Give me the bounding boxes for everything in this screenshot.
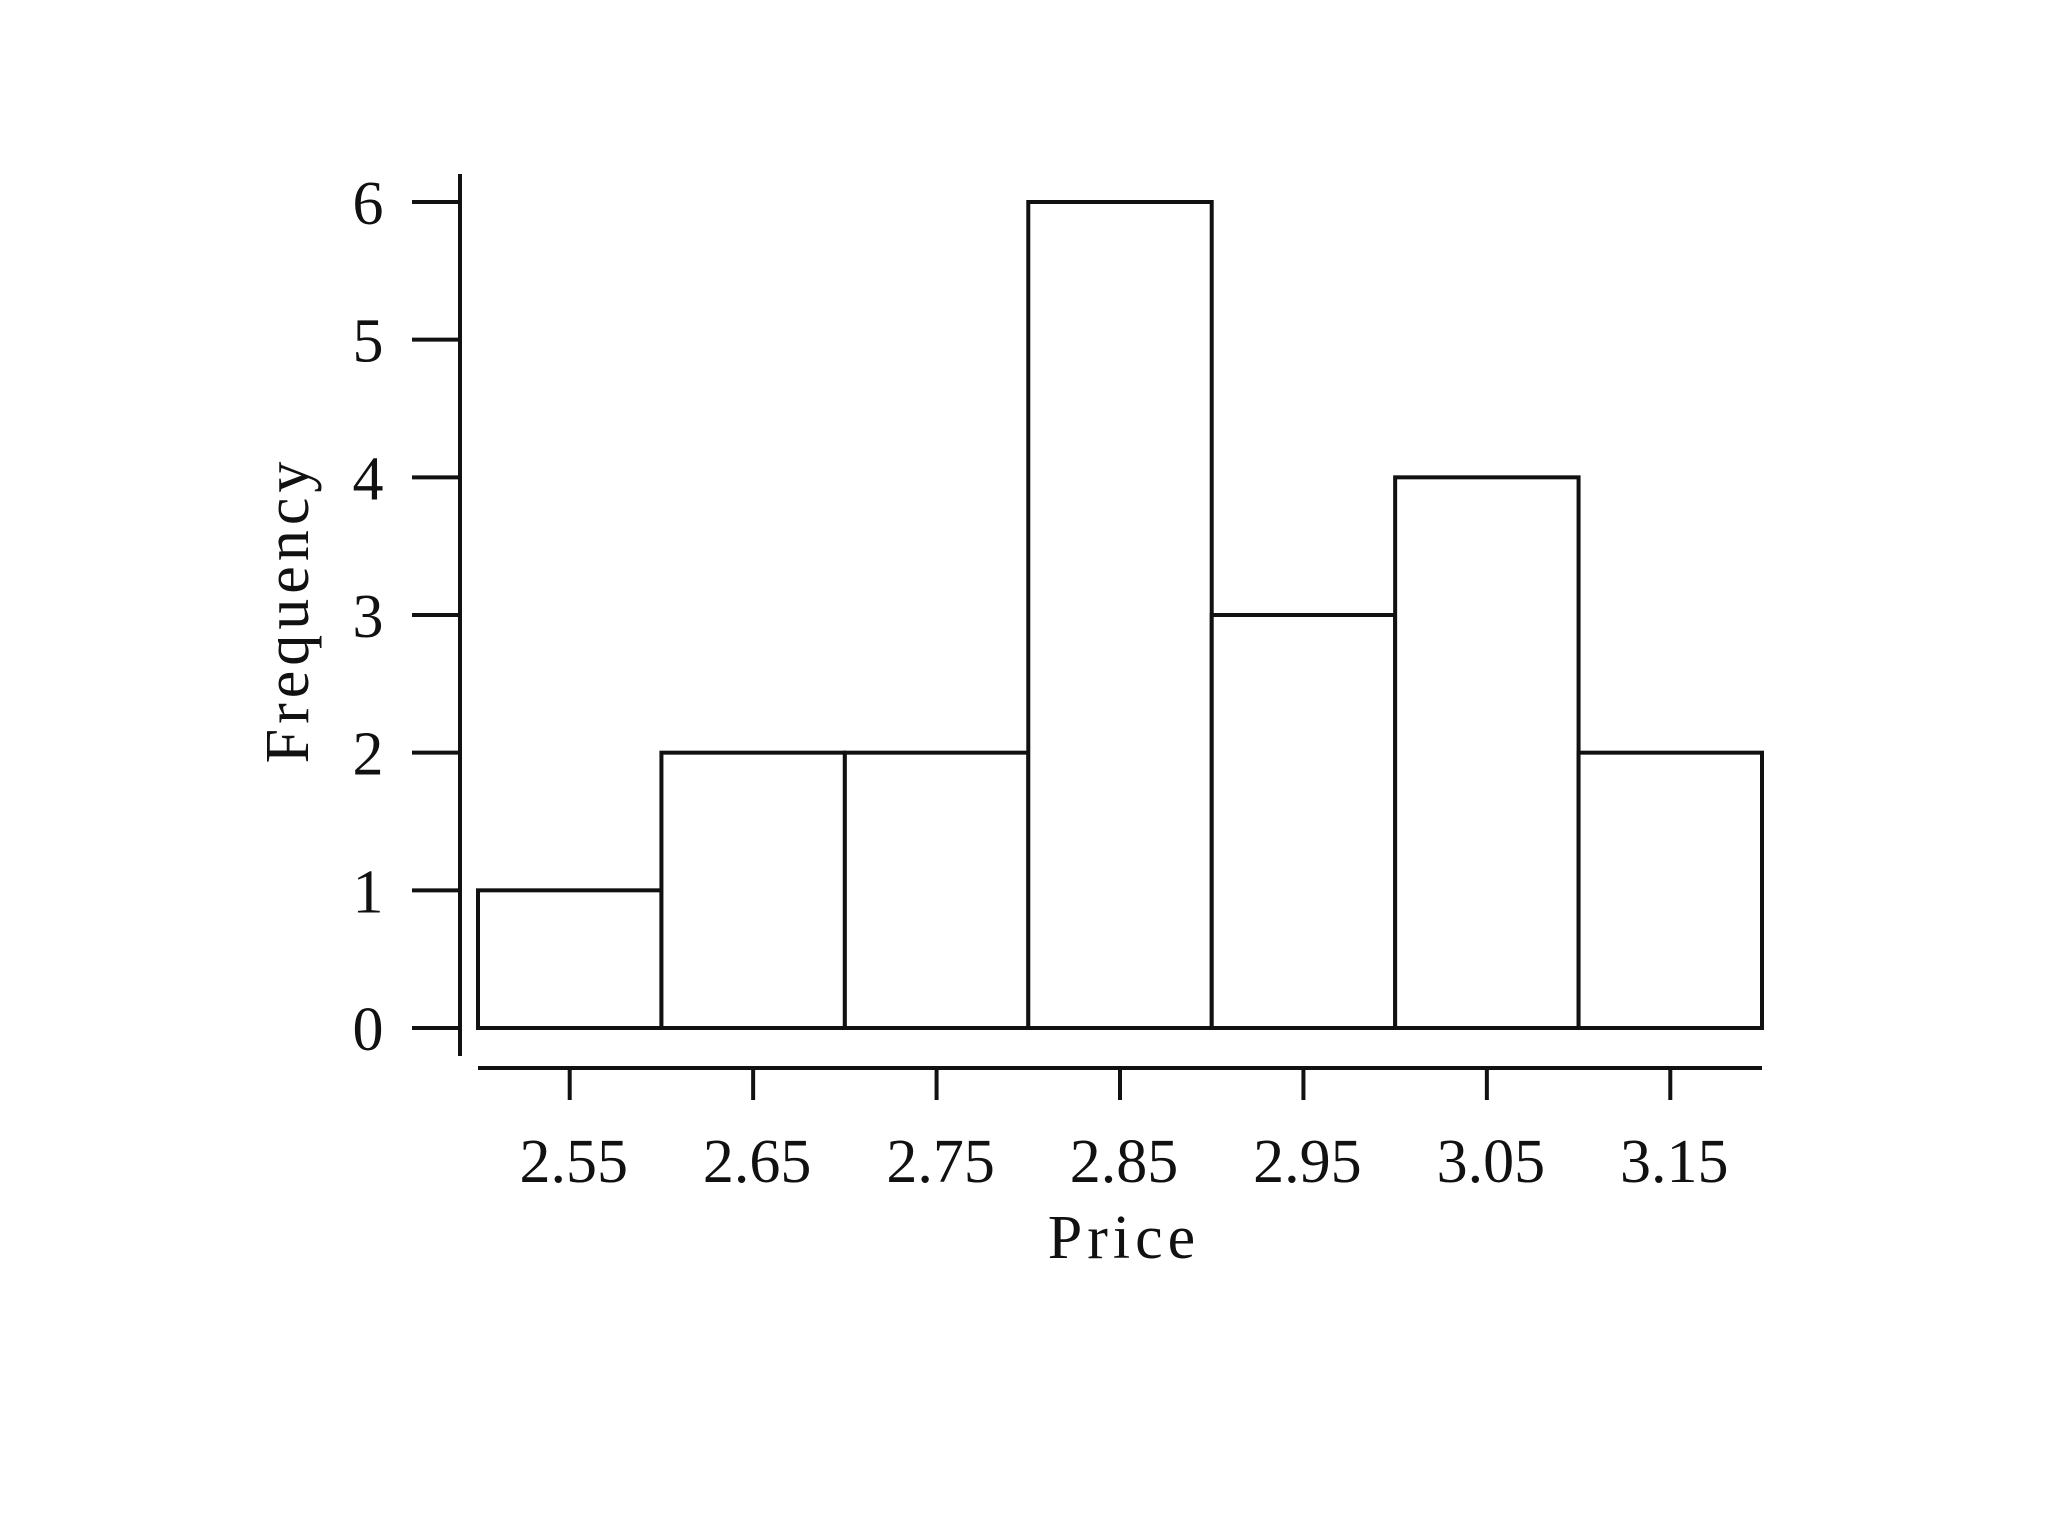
histogram-bar [1576,750,1764,1031]
ticks-layer [412,200,1673,1100]
histogram-bar [1393,475,1581,1031]
y-tick-label: 4 [353,445,384,513]
y-tick-label: 0 [353,996,384,1064]
y-tick-label: 3 [353,583,384,651]
x-tick-label: 2.65 [703,1128,812,1196]
bars-layer [476,200,1764,1031]
x-tick-label: 2.55 [519,1128,628,1196]
histogram-bar [659,750,847,1031]
labels-layer: 0 1 2 3 4 5 6 2.55 2.65 2.75 2.85 2.95 3.05 3.15 [353,170,1729,1196]
x-axis-title: Price [1048,1204,1200,1272]
x-tick-label: 2.85 [1070,1128,1179,1196]
histogram-bar [1026,200,1214,1030]
y-tick-label: 6 [353,170,384,238]
y-tick-label: 1 [353,858,384,926]
y-tick-label: 5 [353,308,384,376]
x-tick-label: 2.75 [886,1128,995,1196]
y-axis-title: Frequency [254,457,322,764]
histogram-bar [842,750,1031,1031]
x-tick-label: 3.15 [1620,1128,1729,1196]
y-tick-label: 2 [353,721,384,789]
x-tick-label: 2.95 [1253,1128,1362,1196]
histogram-bar [1209,613,1398,1030]
x-tick-label: 3.05 [1437,1128,1546,1196]
histogram-bar [476,888,664,1030]
